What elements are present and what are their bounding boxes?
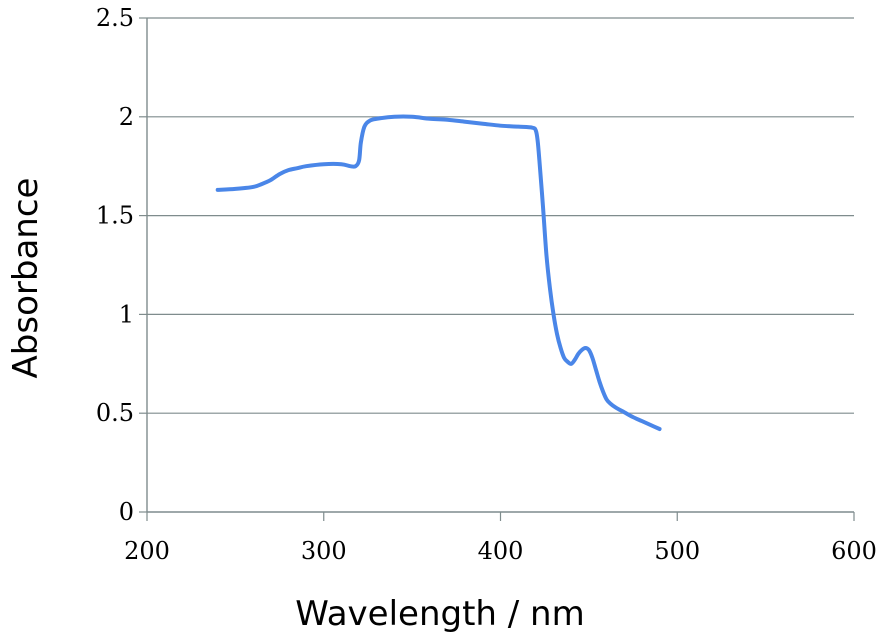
axes (139, 17, 855, 521)
gridlines (147, 17, 854, 414)
y-axis-title: Absorbance (6, 178, 46, 379)
x-tick-label: 200 (124, 537, 170, 565)
x-tick-label: 500 (654, 537, 700, 565)
y-tick-label: 0.5 (96, 399, 134, 427)
y-tick-label: 1 (119, 300, 134, 328)
y-tick-label: 0 (119, 498, 134, 526)
series-group (215, 114, 662, 432)
y-tick-label: 1.5 (96, 202, 134, 230)
x-tick-label: 400 (478, 537, 524, 565)
x-axis-title: Wavelength / nm (295, 594, 584, 634)
y-tick-label: 2.5 (96, 4, 134, 32)
series-line-0 (215, 114, 662, 432)
x-tick-label: 300 (301, 537, 347, 565)
x-tick-label: 600 (831, 537, 877, 565)
y-tick-labels: 0 0.5 1 1.5 2 2.5 (96, 4, 134, 526)
x-tick-labels: 200 300 400 500 600 (124, 537, 877, 565)
y-tick-label: 2 (119, 103, 134, 131)
